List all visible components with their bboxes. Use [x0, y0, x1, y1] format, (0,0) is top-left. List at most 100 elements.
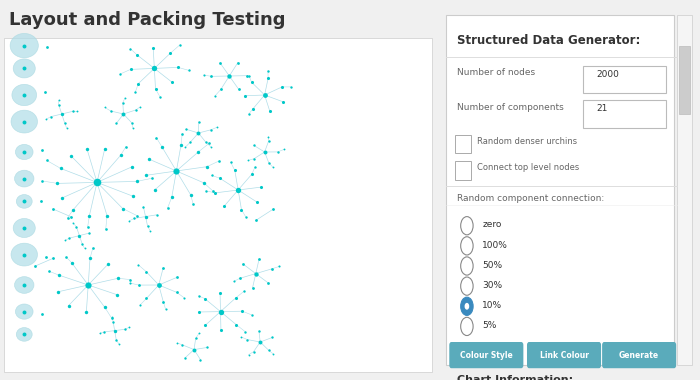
Point — [171, 274, 182, 280]
Point — [190, 335, 202, 341]
Point — [267, 164, 279, 170]
Point — [120, 95, 131, 101]
Point — [193, 130, 204, 136]
Point — [172, 64, 183, 70]
Point — [216, 327, 227, 333]
Point — [267, 351, 279, 357]
Point — [255, 339, 266, 345]
Circle shape — [13, 59, 35, 78]
Text: 30%: 30% — [482, 281, 503, 290]
Point — [19, 198, 30, 204]
Text: Link Colour: Link Colour — [540, 351, 589, 360]
Text: zero: zero — [482, 220, 502, 230]
Point — [243, 157, 254, 163]
Point — [253, 256, 265, 262]
Point — [53, 101, 64, 108]
Point — [64, 235, 75, 241]
Point — [214, 60, 225, 66]
Point — [127, 125, 139, 131]
Point — [83, 282, 94, 288]
Circle shape — [11, 243, 38, 266]
Point — [61, 254, 72, 260]
Point — [36, 147, 48, 153]
Point — [118, 111, 129, 117]
Text: Number of nodes: Number of nodes — [456, 68, 535, 78]
Point — [253, 328, 265, 334]
Point — [125, 280, 136, 286]
Point — [147, 175, 158, 181]
Point — [36, 178, 48, 184]
Point — [176, 142, 187, 148]
Point — [144, 228, 155, 234]
Point — [256, 184, 267, 190]
Point — [108, 318, 119, 325]
Point — [199, 322, 211, 328]
Point — [150, 86, 161, 92]
Circle shape — [16, 195, 32, 208]
Point — [267, 334, 278, 340]
Point — [181, 126, 192, 132]
Point — [140, 172, 151, 178]
Point — [193, 119, 204, 125]
Point — [202, 344, 213, 350]
Circle shape — [12, 84, 36, 106]
Point — [19, 119, 30, 125]
Point — [166, 194, 177, 200]
Point — [210, 190, 221, 196]
Point — [40, 89, 51, 95]
Point — [195, 356, 206, 363]
Point — [99, 329, 110, 335]
Point — [248, 142, 260, 149]
Point — [92, 179, 103, 185]
Point — [67, 220, 78, 226]
Point — [68, 207, 79, 213]
Point — [150, 135, 162, 141]
Point — [209, 93, 220, 99]
Point — [127, 193, 139, 200]
Point — [66, 153, 77, 159]
Point — [133, 282, 144, 288]
Point — [102, 261, 113, 268]
Point — [162, 205, 174, 211]
Circle shape — [10, 33, 38, 58]
Point — [246, 312, 258, 318]
Point — [56, 111, 67, 117]
Point — [207, 188, 218, 194]
Point — [229, 167, 240, 173]
Point — [141, 269, 152, 275]
Point — [179, 355, 190, 361]
Point — [262, 133, 274, 139]
Point — [279, 146, 290, 152]
Point — [232, 59, 244, 65]
Circle shape — [11, 110, 38, 133]
Circle shape — [15, 144, 33, 160]
Point — [19, 43, 30, 49]
Point — [243, 352, 254, 358]
Point — [233, 86, 244, 92]
Point — [41, 254, 52, 260]
Point — [214, 175, 225, 181]
Point — [124, 218, 135, 224]
Point — [239, 329, 251, 335]
Text: Number of components: Number of components — [456, 103, 564, 112]
Point — [71, 224, 82, 230]
Text: Random component connection:: Random component connection: — [456, 194, 604, 203]
Point — [276, 84, 288, 90]
Point — [102, 212, 113, 218]
Text: 2000: 2000 — [596, 70, 620, 79]
Point — [19, 65, 30, 71]
FancyBboxPatch shape — [4, 38, 432, 372]
Text: Generate: Generate — [619, 351, 659, 360]
Text: 100%: 100% — [482, 241, 508, 250]
Point — [106, 314, 118, 320]
Point — [19, 309, 30, 315]
Point — [105, 108, 116, 114]
Point — [19, 252, 30, 258]
Point — [60, 120, 71, 127]
Point — [251, 199, 262, 205]
Point — [211, 124, 223, 130]
Point — [130, 89, 141, 95]
Point — [113, 341, 125, 347]
Point — [263, 160, 274, 166]
Point — [85, 255, 96, 261]
